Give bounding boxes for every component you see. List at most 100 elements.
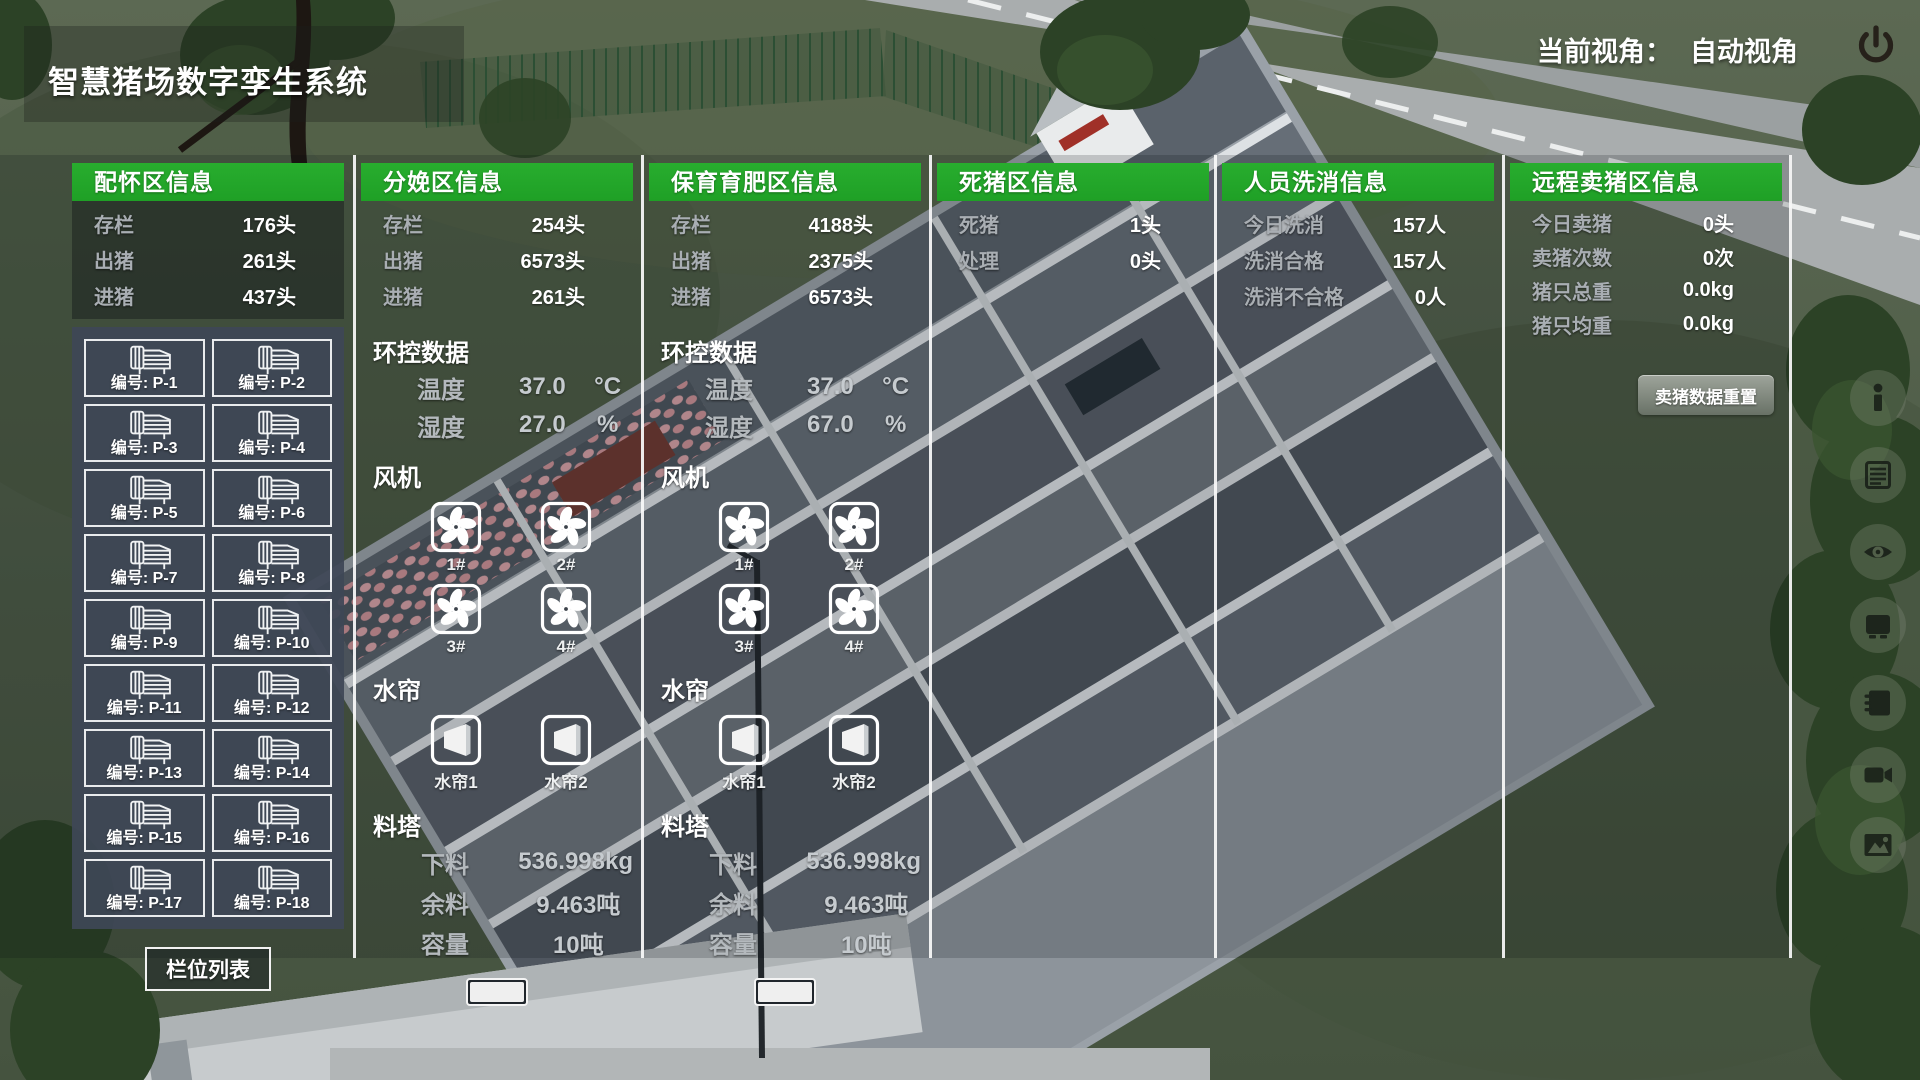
pen-label: 编号: P-6 (238, 505, 306, 522)
pen-cell[interactable]: 编号: P-17 (84, 859, 205, 917)
fan-icon (540, 583, 592, 635)
fan-button[interactable]: 2# (799, 501, 909, 575)
stat-label: 卖猪次数 (1532, 247, 1612, 270)
pen-cell[interactable]: 编号: P-4 (211, 404, 332, 462)
eye-icon[interactable] (1850, 524, 1906, 580)
pen-cell[interactable]: 编号: P-7 (84, 534, 205, 592)
stat-label: 处理 (959, 250, 999, 273)
records-icon[interactable] (1850, 675, 1906, 731)
panel-nursery-title: 保育育肥区信息 (649, 163, 921, 201)
info-icon[interactable] (1850, 370, 1906, 426)
pen-cell[interactable]: 编号: P-9 (84, 599, 205, 657)
tower-label: 下料 (421, 851, 469, 879)
pen-cell[interactable]: 编号: P-15 (84, 794, 205, 852)
pen-cell[interactable]: 编号: P-1 (84, 339, 205, 397)
pen-list-button[interactable]: 栏位列表 (145, 947, 271, 991)
env-value: 37.0 (519, 373, 566, 400)
stat-label: 出猪 (383, 250, 423, 273)
stat-label: 今日卖猪 (1532, 213, 1612, 236)
panel-dead-pig: 死猪区信息 死猪 1头 处理 0头 (937, 163, 1209, 283)
panel-washing: 人员洗消信息 今日洗消 157人 洗消合格 157人 洗消不合格 0人 (1222, 163, 1494, 319)
pen-cell[interactable]: 编号: P-6 (211, 469, 332, 527)
pen-label: 编号: P-11 (106, 700, 182, 717)
env-value: 27.0 (519, 411, 566, 438)
panel-separator (929, 155, 932, 958)
stat-label: 今日洗消 (1244, 214, 1324, 237)
stat-value: 0.0kg (1682, 312, 1734, 335)
water-curtain-button[interactable]: 水帘2 (511, 714, 621, 793)
curtain-section-title: 水帘 (661, 678, 709, 705)
stat-value: 1头 (1129, 214, 1161, 237)
stat-row: 存栏 176头 (72, 205, 344, 241)
fan-button[interactable]: 1# (689, 501, 799, 575)
view-value: 自动视角 (1690, 37, 1798, 67)
pen-cell[interactable]: 编号: P-2 (211, 339, 332, 397)
panel-separator (1789, 155, 1792, 958)
panel-farrowing: 分娩区信息 存栏 254头 出猪 6573头 进猪 261头 环控数据 温度 37.0 °… (361, 163, 633, 1006)
tower-label: 容量 (709, 931, 757, 959)
tower-value: 10吨 (840, 931, 892, 959)
tower-value: 536.998kg (518, 848, 633, 875)
env-unit: % (596, 411, 619, 438)
env-value: 37.0 (807, 373, 854, 400)
stat-value: 261头 (531, 286, 585, 309)
env-label: 湿度 (705, 414, 753, 442)
fan-button[interactable]: 3# (689, 583, 799, 657)
env-section-title: 环控数据 (373, 340, 469, 367)
stat-label: 进猪 (94, 286, 134, 309)
stat-value: 437头 (242, 286, 296, 309)
water-curtain-button[interactable]: 水帘1 (401, 714, 511, 793)
pen-cell[interactable]: 编号: P-10 (211, 599, 332, 657)
stat-label: 出猪 (671, 250, 711, 273)
pen-cell[interactable]: 编号: P-13 (84, 729, 205, 787)
tower-label: 余料 (709, 891, 757, 919)
tower-value: 536.998kg (806, 848, 921, 875)
fan-icon (828, 501, 880, 553)
fan-button[interactable]: 4# (799, 583, 909, 657)
pen-cell[interactable]: 编号: P-5 (84, 469, 205, 527)
stat-row: 进猪 437头 (72, 277, 344, 313)
pen-cell[interactable]: 编号: P-12 (211, 664, 332, 722)
stat-value: 254头 (531, 214, 585, 237)
fan-icon (430, 583, 482, 635)
tower-value: 9.463吨 (824, 891, 909, 919)
pen-cell[interactable]: 编号: P-8 (211, 534, 332, 592)
fan-label: 3# (734, 637, 754, 656)
report-icon[interactable] (1850, 447, 1906, 503)
fan-label: 1# (734, 555, 754, 574)
stat-label: 进猪 (383, 286, 423, 309)
pen-label: 编号: P-4 (238, 440, 306, 457)
water-curtain-button[interactable]: 水帘1 (689, 714, 799, 793)
stat-label: 洗消合格 (1244, 250, 1324, 273)
pen-cell[interactable]: 编号: P-14 (211, 729, 332, 787)
stat-label: 出猪 (94, 250, 134, 273)
stat-value: 0头 (1702, 213, 1734, 236)
curtain-label: 水帘2 (544, 773, 588, 792)
pen-label: 编号: P-13 (106, 765, 183, 782)
video-camera-icon[interactable] (1850, 747, 1906, 803)
fan-button[interactable]: 2# (511, 501, 621, 575)
curtain-label: 水帘1 (434, 773, 478, 792)
pen-cell[interactable]: 编号: P-18 (211, 859, 332, 917)
pen-label: 编号: P-16 (233, 830, 310, 847)
image-icon[interactable] (1850, 817, 1906, 873)
pen-cell[interactable]: 编号: P-11 (84, 664, 205, 722)
pen-cell[interactable]: 编号: P-3 (84, 404, 205, 462)
power-icon[interactable] (1854, 24, 1898, 68)
curtain-label: 水帘1 (722, 773, 766, 792)
panel-nursery: 保育育肥区信息 存栏 4188头 出猪 2375头 进猪 6573头 环控数据 温度 3… (649, 163, 921, 1006)
monitor-icon[interactable] (1850, 597, 1906, 653)
panel-separator (641, 155, 644, 958)
water-curtain-button[interactable]: 水帘2 (799, 714, 909, 793)
nursery-stats: 存栏 4188头 出猪 2375头 进猪 6573头 (649, 201, 921, 319)
pen-cell[interactable]: 编号: P-16 (211, 794, 332, 852)
fan-button[interactable]: 3# (401, 583, 511, 657)
fan-button[interactable]: 4# (511, 583, 621, 657)
pen-grid: 编号: P-1 编号: P-2 编号: P-3 编号: P-4 编号: P-5 … (72, 327, 344, 929)
sell-data-reset-button[interactable]: 卖猪数据重置 (1638, 375, 1774, 415)
fan-button[interactable]: 1# (401, 501, 511, 575)
fan-label: 1# (446, 555, 466, 574)
stat-value: 4188头 (808, 214, 874, 237)
fan-label: 4# (844, 637, 864, 656)
